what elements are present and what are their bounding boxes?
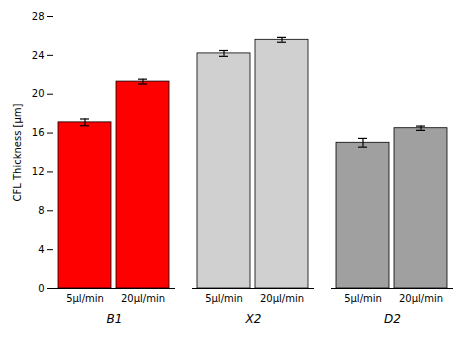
svg-text:8: 8 — [38, 205, 44, 216]
svg-text:28: 28 — [32, 11, 45, 22]
svg-text:20µl/min: 20µl/min — [260, 293, 304, 304]
svg-text:12: 12 — [32, 166, 45, 177]
svg-text:5µl/min: 5µl/min — [205, 293, 243, 304]
svg-text:20µl/min: 20µl/min — [399, 293, 443, 304]
svg-text:20µl/min: 20µl/min — [121, 293, 165, 304]
svg-text:24: 24 — [32, 50, 45, 61]
svg-text:X2: X2 — [245, 312, 262, 326]
svg-text:4: 4 — [38, 244, 44, 255]
svg-text:D2: D2 — [384, 312, 401, 326]
svg-text:5µl/min: 5µl/min — [66, 293, 104, 304]
svg-text:16: 16 — [32, 127, 45, 138]
svg-text:0: 0 — [38, 283, 44, 294]
svg-text:B1: B1 — [107, 312, 123, 326]
svg-text:20: 20 — [32, 88, 45, 99]
svg-text:CFL Thickness [µm]: CFL Thickness [µm] — [12, 103, 23, 201]
svg-text:5µl/min: 5µl/min — [344, 293, 382, 304]
